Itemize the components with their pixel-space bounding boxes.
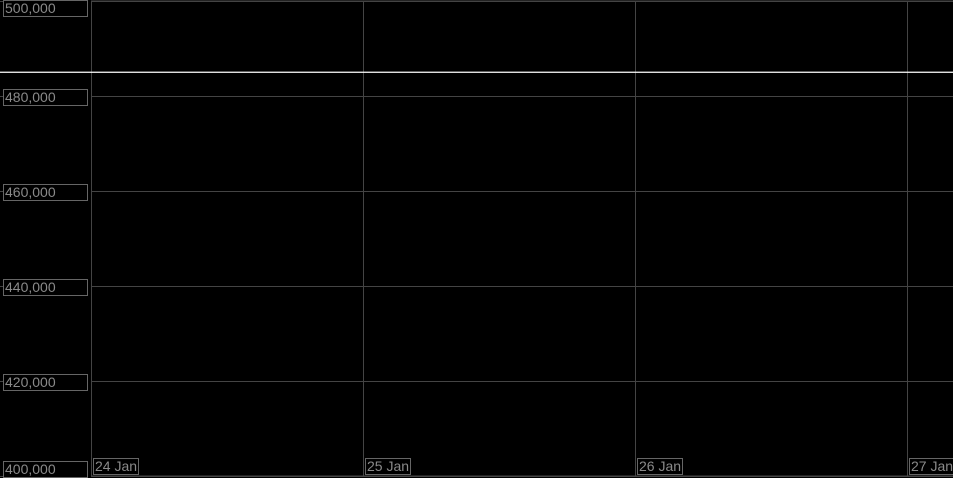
x-tick-label: 26 Jan xyxy=(637,458,684,475)
x-tick-label: 27 Jan xyxy=(909,458,953,475)
y-tick-label: 460,000 xyxy=(3,183,88,201)
y-tick-label: 400,000 xyxy=(3,461,88,478)
x-tick-label: 24 Jan xyxy=(93,458,140,475)
y-tick-label: 420,000 xyxy=(3,373,88,391)
y-tick-label: 480,000 xyxy=(3,88,88,106)
y-tick-label: 500,000 xyxy=(3,0,88,17)
x-tick-label: 25 Jan xyxy=(365,458,412,475)
y-tick-label: 440,000 xyxy=(3,278,88,296)
